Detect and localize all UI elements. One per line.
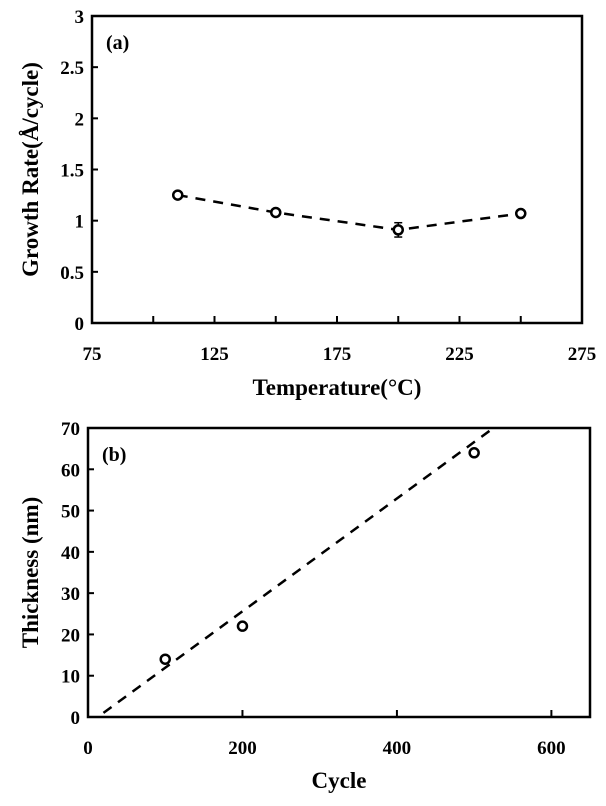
x-tick-label: 200 [228,738,257,759]
data-point [172,189,184,201]
data-point [236,620,249,632]
plot-frame [90,14,584,325]
data-point [159,653,171,665]
y-tick-label: 1.5 [60,161,84,182]
x-axis-label: Cycle [312,768,367,793]
x-tick-label: 0 [83,738,93,759]
y-tick-label: 2 [75,109,85,130]
y-axis-label: Thickness (nm) [18,497,43,648]
data-point [515,207,527,220]
x-tick-label: 275 [568,344,597,365]
y-tick-label: 0 [71,708,81,729]
panel-b: 0 10 20 30 40 50 60 70 0 200 400 600 Cycle Thickness … [18,419,592,793]
x-tick-label: 400 [383,738,412,759]
y-tick-label: 60 [61,460,80,481]
x-tick-label: 125 [200,344,229,365]
plot-frame [86,426,592,719]
data-point [468,447,480,459]
y-tick-label: 70 [61,419,80,440]
data-point [392,224,404,236]
y-tick-label: 30 [61,584,80,605]
panel-a: 0 0.5 1 1.5 2 2.5 3 75 125 175 225 275 Temperature(°… [18,7,596,400]
y-tick-label: 40 [61,543,80,564]
x-tick-label: 225 [445,344,474,365]
y-tick-label: 2.5 [60,58,84,79]
y-tick-label: 50 [61,502,80,523]
y-tick-label: 20 [61,625,80,646]
x-tick-label: 600 [537,738,566,759]
x-tick-label: 175 [323,344,352,365]
y-axis-label: Growth Rate(Å/cycle) [18,62,43,277]
fit-line [102,426,495,714]
x-axis-label: Temperature(°C) [253,375,422,400]
panel-label: (a) [106,32,129,54]
y-tick-label: 3 [75,7,85,28]
y-tick-label: 0.5 [60,263,84,284]
series-line [177,193,521,232]
data-point [270,206,282,219]
y-tick-label: 1 [75,212,85,233]
y-tick-label: 0 [75,314,85,335]
x-tick-label: 75 [83,344,102,365]
panel-label: (b) [102,444,126,466]
y-tick-label: 10 [61,667,80,688]
